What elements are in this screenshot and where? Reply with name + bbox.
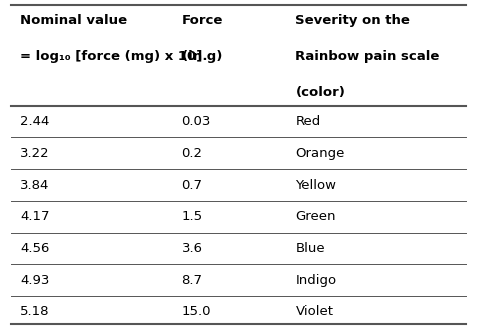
Text: Orange: Orange [295,147,345,160]
Text: Nominal value: Nominal value [20,14,128,27]
Text: 0.03: 0.03 [181,115,211,128]
Text: 15.0: 15.0 [181,305,211,318]
Text: 2.44: 2.44 [20,115,50,128]
Text: Yellow: Yellow [295,179,336,191]
Text: 3.6: 3.6 [181,242,203,255]
Text: 4.93: 4.93 [20,274,50,287]
Text: 0.2: 0.2 [181,147,203,160]
Text: = log₁₀ [force (mg) x 10].: = log₁₀ [force (mg) x 10]. [20,50,208,63]
Text: 3.22: 3.22 [20,147,50,160]
Text: (in g): (in g) [181,50,222,63]
Text: Violet: Violet [295,305,334,318]
Text: Severity on the: Severity on the [295,14,410,27]
Text: 5.18: 5.18 [20,305,50,318]
Text: 4.17: 4.17 [20,210,50,223]
Text: Blue: Blue [295,242,325,255]
Text: Indigo: Indigo [295,274,336,287]
Text: 0.7: 0.7 [181,179,203,191]
Text: 3.84: 3.84 [20,179,50,191]
Text: 1.5: 1.5 [181,210,203,223]
Text: Rainbow pain scale: Rainbow pain scale [295,50,440,63]
Text: Green: Green [295,210,336,223]
Text: 8.7: 8.7 [181,274,203,287]
Text: (color): (color) [295,86,345,99]
Text: 4.56: 4.56 [20,242,50,255]
Text: Red: Red [295,115,321,128]
Text: Force: Force [181,14,223,27]
